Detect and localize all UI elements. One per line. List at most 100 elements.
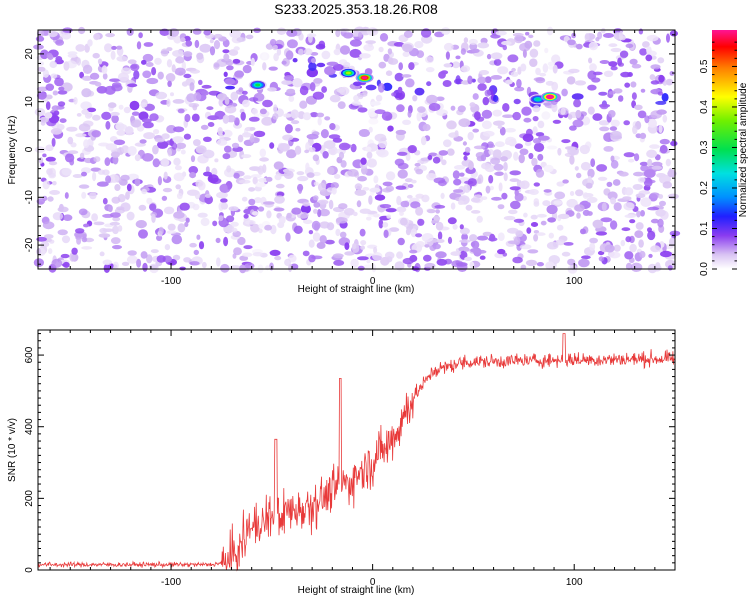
spectrogram-cell: [576, 172, 582, 179]
spectrogram-hotspot: [547, 95, 553, 99]
spectrogram-cell: [426, 209, 436, 214]
spectrogram-cell: [326, 222, 335, 231]
spectrogram-cell: [574, 166, 579, 171]
spectrogram-cell: [400, 200, 410, 208]
spectrogram-cell: [297, 175, 309, 182]
spectrogram-cell: [142, 262, 148, 272]
spectrogram-cell: [527, 249, 539, 254]
spectrogram-cell: [55, 56, 63, 62]
spectrogram-cell: [495, 141, 505, 148]
spectrogram-cell: [185, 40, 193, 47]
spectrogram-cell: [368, 126, 373, 133]
spectrogram-cell: [522, 133, 534, 142]
spectrogram-cell: [238, 87, 244, 93]
spectrogram-hotspot: [255, 83, 261, 87]
spectrogram-cell: [525, 31, 530, 36]
spectrogram-cell: [649, 144, 660, 149]
spectrogram-cell: [240, 111, 246, 121]
spectrogram-cell: [189, 69, 201, 74]
spectrogram-cell: [141, 59, 147, 65]
spectrogram-cell: [175, 184, 181, 190]
spectrogram-cell: [485, 185, 491, 194]
spectrogram-cell: [415, 206, 424, 216]
spectrogram-cell: [320, 129, 329, 139]
spectrogram-cell: [165, 73, 176, 82]
spectrogram-cell: [129, 100, 140, 111]
spectrogram-cell: [526, 227, 532, 234]
spectrogram-cell: [283, 113, 292, 118]
spectrogram-cell: [319, 208, 330, 217]
spectrogram-cell: [595, 231, 608, 236]
spectrogram-cell: [105, 120, 111, 130]
spectrogram-cell: [435, 209, 441, 214]
spectrogram-cell: [443, 63, 453, 68]
spectrogram-cell: [231, 227, 238, 233]
spectrogram-cell: [76, 113, 82, 117]
spectrogram-cell: [309, 82, 316, 92]
spectrogram-cell: [598, 120, 610, 126]
spectrogram-cell: [665, 259, 676, 269]
spectrogram-cell: [291, 120, 300, 125]
spectrogram-cell: [250, 57, 255, 67]
spectrogram-cell: [368, 118, 379, 125]
spectrogram-cell: [207, 122, 215, 127]
spectrogram-cell: [378, 219, 384, 229]
spectrogram-cell: [172, 99, 185, 104]
spectrogram-cell: [535, 77, 546, 84]
spectrogram-cell: [640, 210, 645, 217]
spectrogram-cell: [613, 202, 622, 212]
spectrogram-cell: [632, 184, 643, 190]
spectrogram-cell: [83, 139, 90, 149]
spectrogram-cell: [113, 139, 126, 146]
spectrogram-cell: [624, 251, 634, 260]
spectrogram-cell: [293, 225, 303, 234]
spectrogram-cell: [291, 207, 302, 215]
spectrogram-cell: [102, 228, 114, 232]
spectrogram-cell: [52, 90, 59, 96]
spectrogram-cell: [48, 161, 58, 166]
spectrogram-cell: [209, 38, 214, 44]
spectrogram-cell: [366, 259, 371, 264]
spectrogram-cell: [414, 87, 425, 96]
spectrogram-cell: [380, 256, 390, 266]
y-tick-label: -20: [24, 237, 35, 252]
spectrogram-cell: [149, 203, 157, 211]
spectrogram-cell: [561, 139, 571, 144]
spectrogram-cell: [352, 211, 358, 217]
spectrogram-cell: [218, 98, 224, 107]
spectrogram-cell: [495, 30, 507, 36]
spectrogram-cell: [335, 217, 348, 224]
spectrogram-cell: [252, 211, 259, 216]
spectrogram-cell: [57, 101, 66, 107]
spectrogram-cell: [582, 193, 594, 198]
spectrogram-cell: [567, 39, 576, 46]
spectrogram-cell: [407, 110, 412, 118]
spectrogram-cell: [402, 44, 413, 53]
spectrogram-cell: [533, 234, 539, 242]
spectrogram-cell: [156, 235, 163, 241]
spectrogram-cell: [286, 29, 298, 37]
spectrogram-cell: [126, 211, 135, 221]
spectrogram-cell: [211, 167, 218, 177]
spectrogram-cell: [72, 174, 83, 178]
spectrogram-cell: [252, 252, 263, 257]
spectrogram-cell: [477, 42, 490, 49]
spectrogram-cell: [172, 136, 184, 143]
spectrogram-cell: [647, 158, 653, 168]
spectrogram-cell: [108, 174, 120, 183]
spectrogram-cell: [75, 44, 86, 52]
spectrogram-cell: [316, 242, 326, 249]
spectrogram-cell: [317, 117, 322, 126]
spectrogram-cell: [367, 264, 375, 269]
spectrogram-cell: [432, 243, 441, 250]
spectrogram-cell: [222, 129, 233, 138]
spectrogram-cell: [552, 64, 558, 74]
spectrogram-cell: [136, 41, 142, 50]
spectrogram-cell: [134, 178, 141, 187]
spectrogram-cell: [619, 50, 629, 58]
spectrogram-cell: [442, 80, 452, 87]
spectrogram-cell: [111, 45, 117, 50]
spectrogram-hotspot: [362, 76, 368, 80]
spectrogram-cell: [621, 227, 631, 232]
spectrogram-cell: [329, 94, 341, 103]
